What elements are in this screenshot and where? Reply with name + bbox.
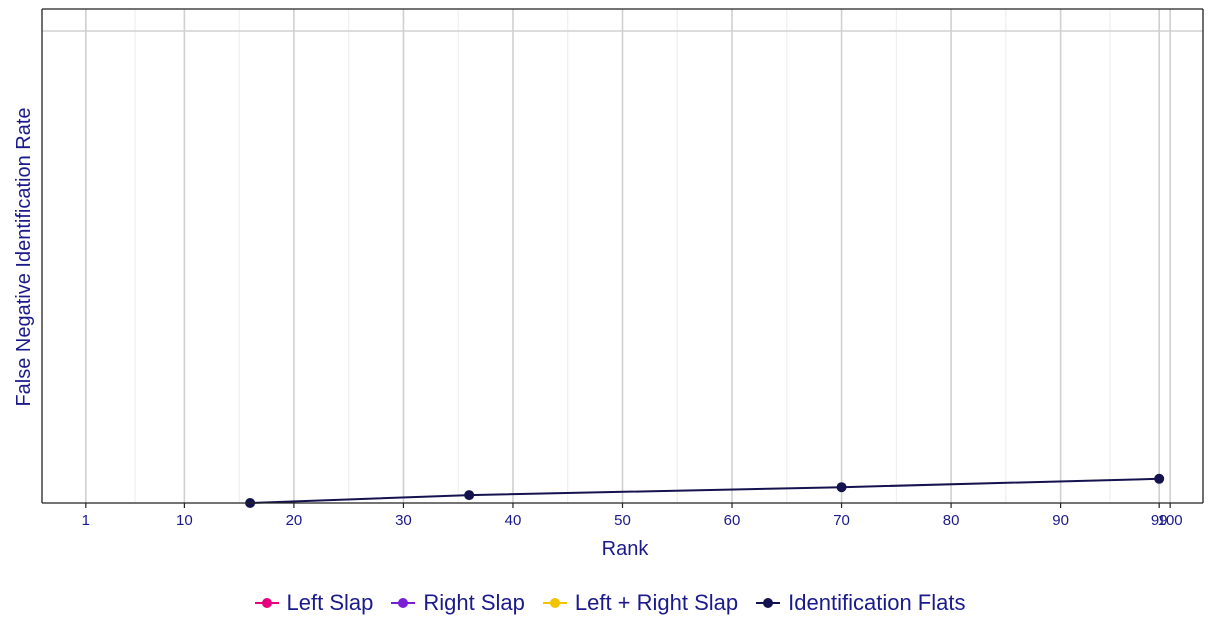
legend-swatch-icon — [754, 596, 782, 610]
legend-label: Left Slap — [286, 590, 374, 615]
legend-swatch-icon — [541, 596, 569, 610]
legend-label: Identification Flats — [788, 590, 966, 615]
data-point — [1154, 473, 1165, 484]
data-point — [836, 482, 847, 493]
y-axis-title: False Negative Identification Rate — [13, 107, 35, 406]
legend-swatch-icon — [253, 596, 281, 610]
x-tick-label: 30 — [395, 512, 412, 529]
legend-item: Right Slap — [389, 590, 525, 616]
x-tick-label: 1 — [82, 512, 90, 529]
x-axis-title: Rank — [602, 538, 650, 560]
series-line — [250, 477, 1160, 504]
x-tick-label: 70 — [833, 512, 850, 529]
x-tick-label: 99 — [1151, 512, 1168, 529]
legend-label: Left + Right Slap — [574, 590, 739, 615]
series-layer — [245, 473, 1165, 508]
x-tick-label: 40 — [505, 512, 522, 529]
x-tick-label: 20 — [286, 512, 303, 529]
legend-item: Identification Flats — [754, 590, 965, 616]
legend: Left Slap Right Slap Left + Right Slap Iden… — [0, 590, 1218, 616]
legend-item: Left Slap — [253, 590, 374, 616]
data-point — [464, 490, 475, 501]
x-tick-label: 50 — [614, 512, 631, 529]
x-tick-label: 90 — [1052, 512, 1069, 529]
x-tick-label: 100 — [1158, 512, 1183, 529]
legend-label: Right Slap — [423, 590, 525, 615]
legend-item: Left + Right Slap — [541, 590, 738, 616]
x-tick-label: 10 — [176, 512, 193, 529]
x-tick-label: 80 — [943, 512, 960, 529]
grid-lines — [42, 9, 1203, 503]
legend-swatch-icon — [389, 596, 417, 610]
x-tick-label: 60 — [724, 512, 741, 529]
